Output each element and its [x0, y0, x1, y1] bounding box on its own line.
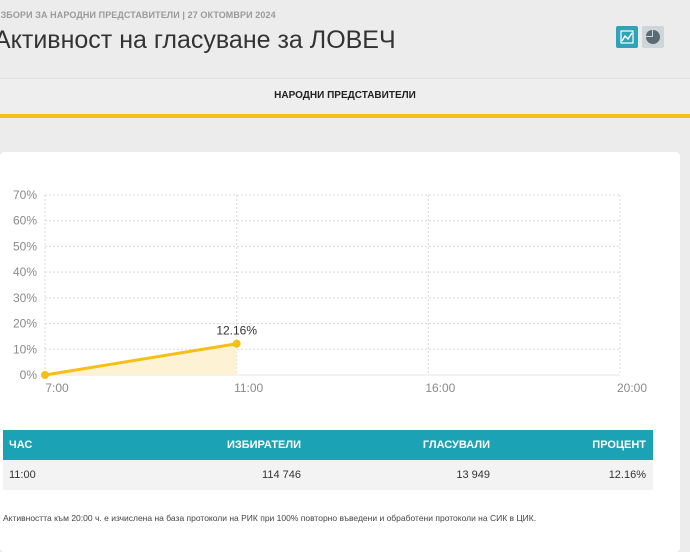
cell-percent: 12.16% [608, 469, 646, 481]
pie-chart-view-button[interactable] [642, 26, 664, 48]
line-chart-view-button[interactable] [616, 26, 638, 48]
header-percent: ПРОЦЕНТ [592, 439, 646, 451]
cell-hour: 11:00 [9, 469, 36, 481]
data-point[interactable] [41, 371, 49, 379]
header-hour: ЧАС [9, 439, 33, 451]
y-tick-label: 10% [13, 342, 37, 356]
table-row: 11:00 114 746 13 949 12.16% [3, 460, 653, 490]
cell-voters: 114 746 [262, 469, 301, 481]
x-tick-label: 16:00 [425, 381, 455, 395]
y-tick-label: 50% [13, 239, 37, 253]
x-tick-label: 7:00 [45, 381, 69, 395]
page-title: Активност на гласуване за ЛОВЕЧ [0, 26, 396, 54]
data-point[interactable] [232, 339, 241, 348]
pie-chart-icon [646, 30, 660, 44]
header-voted: ГЛАСУВАЛИ [422, 439, 490, 451]
cell-voted: 13 949 [456, 469, 490, 481]
x-tick-label: 11:00 [234, 381, 263, 395]
y-tick-label: 20% [13, 317, 37, 331]
x-tick-label: 20:00 [617, 381, 647, 395]
footnote: Активността към 20:00 ч. е изчислена на … [3, 513, 537, 523]
tab-national-representatives[interactable]: НАРОДНИ ПРЕДСТАВИТЕЛИ [0, 78, 690, 118]
table-header: ЧАС ИЗБИРАТЕЛИ ГЛАСУВАЛИ ПРОЦЕНТ [3, 430, 653, 460]
header-voters: ИЗБИРАТЕЛИ [226, 439, 301, 451]
y-tick-label: 30% [13, 291, 37, 305]
election-subtitle: ИЗБОРИ ЗА НАРОДНИ ПРЕДСТАВИТЕЛИ | 27 ОКТ… [0, 10, 276, 20]
series-line [44, 342, 237, 377]
y-tick-label: 60% [13, 214, 37, 228]
y-tick-label: 70% [13, 188, 37, 202]
data-label: 12.16% [216, 324, 257, 338]
tab-label: НАРОДНИ ПРЕДСТАВИТЕЛИ [274, 90, 416, 101]
line-chart-icon [620, 30, 634, 44]
turnout-line-chart: 0% 10% 20% 30% 40% 50% 60% 70% 7:00 11:00 16:00 20… [13, 188, 647, 395]
y-tick-label: 40% [13, 265, 37, 279]
y-tick-label: 0% [20, 368, 38, 382]
turnout-table: ЧАС ИЗБИРАТЕЛИ ГЛАСУВАЛИ ПРОЦЕНТ 11:00 1… [3, 430, 653, 490]
